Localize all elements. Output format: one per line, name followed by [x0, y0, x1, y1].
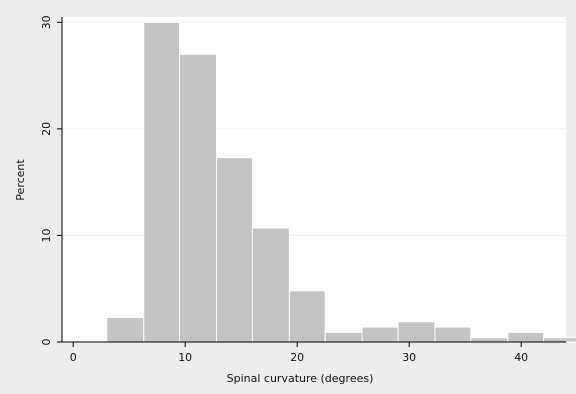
- y-tick-label-3: 30: [40, 15, 53, 29]
- bar-1: [143, 21, 181, 343]
- y-tick-label-0: 0: [40, 339, 53, 346]
- x-tick-label-0: 0: [70, 351, 77, 364]
- x-ticks: 0 10 20 30 40: [70, 342, 528, 364]
- bars: [106, 21, 576, 343]
- bar-4: [251, 227, 290, 343]
- bar-5: [288, 290, 326, 343]
- y-tick-label-2: 20: [40, 122, 53, 136]
- x-tick-label-1: 10: [178, 351, 192, 364]
- bar-3: [216, 157, 253, 343]
- x-tick-label-3: 30: [402, 351, 416, 364]
- bar-0: [106, 316, 145, 343]
- x-tick-label-4: 40: [514, 351, 528, 364]
- x-axis-title: Spinal curvature (degrees): [227, 372, 374, 385]
- x-tick-label-2: 20: [290, 351, 304, 364]
- bar-12: [543, 337, 576, 343]
- bar-10: [470, 337, 509, 343]
- y-tick-label-1: 10: [40, 228, 53, 242]
- bar-11: [507, 331, 545, 343]
- bar-9: [434, 326, 472, 343]
- bar-8: [397, 321, 436, 343]
- y-axis-title: Percent: [14, 159, 27, 201]
- bar-7: [361, 326, 399, 343]
- bar-6: [324, 331, 363, 343]
- y-ticks: 0 10 20 30: [40, 15, 62, 346]
- bar-2: [179, 53, 218, 343]
